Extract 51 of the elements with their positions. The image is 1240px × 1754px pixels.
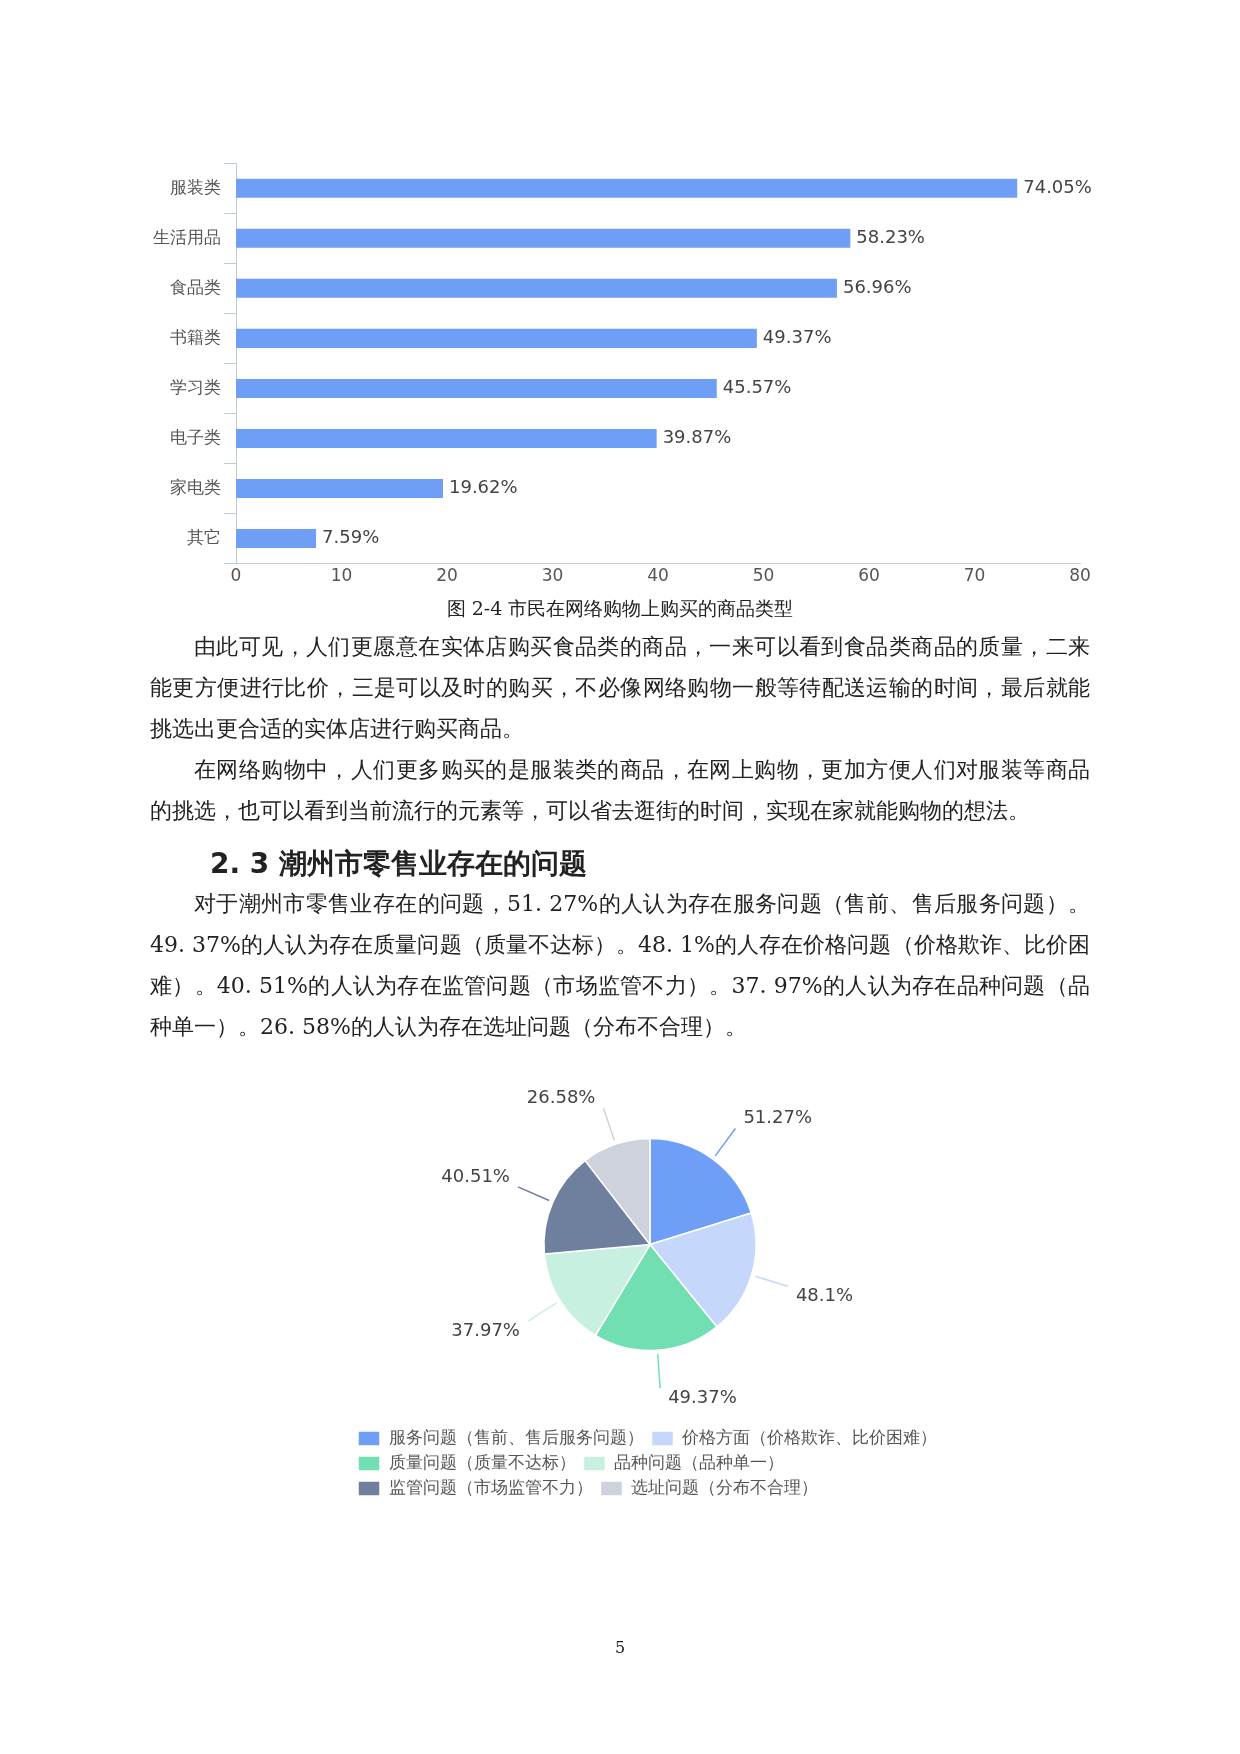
- x-tick-label: 50: [752, 565, 775, 586]
- bar: [236, 529, 317, 549]
- bar: [236, 178, 1018, 198]
- chart-title: 2. 3 潮州市零售业存在的问题: [210, 846, 589, 882]
- legend-label: 选址问题（分布不合理）: [631, 1476, 818, 1497]
- y-tick-label: 其它: [187, 527, 221, 547]
- data-label: 49.37%: [762, 326, 832, 348]
- data-label: 39.87%: [662, 426, 732, 448]
- y-tick-label: 学习类: [170, 376, 221, 397]
- data-label: 37.97%: [451, 1318, 520, 1340]
- data-label: 40.51%: [441, 1164, 510, 1186]
- legend-label: 质量问题（质量不达标）: [388, 1451, 576, 1472]
- y-tick-label: 服装类: [170, 176, 221, 197]
- x-tick-label: 20: [436, 565, 458, 586]
- text: 由此可见，人们更愿意在实体店购买食品类的商品，一来可以看到食品类商品的质量，二来能更方便进行比价，三是可以及时的购买，不必像网络购物一般等待配送运输的时间，最后就能挑选出更合适的实体店进行购买商品。: [150, 633, 1090, 743]
- legend-label: 品种问题（品种单一）: [614, 1451, 784, 1472]
- bar: [236, 428, 657, 448]
- text: 图 2-4 市民在网络购物上购买的商品类型: [445, 596, 795, 621]
- bar: [236, 378, 717, 398]
- x-tick-label: 60: [858, 565, 880, 586]
- data-label: 58.23%: [856, 225, 925, 247]
- data-label: 49.37%: [668, 1385, 737, 1407]
- data-label: 26.58%: [526, 1085, 596, 1107]
- text: 在网络购物中，人们更多购买的是服装类的商品，在网上购物，更加方便人们对服装等商品的挑选，也可以看到当前流行的元素等，可以省去逛街的时间，实现在家就能购物的想法。: [150, 756, 1090, 825]
- x-tick-label: 10: [330, 565, 353, 586]
- bar: [236, 328, 757, 348]
- data-label: 48.1%: [795, 1283, 854, 1305]
- x-tick-label: 80: [1069, 565, 1091, 586]
- y-tick-label: 家电类: [170, 476, 221, 497]
- data-label: 19.62%: [448, 476, 518, 498]
- bar: [236, 228, 851, 248]
- bar: [236, 278, 837, 298]
- legend-label: 监管问题（市场监管不力）: [388, 1476, 593, 1497]
- y-tick-label: 书籍类: [170, 326, 221, 347]
- x-tick-label: 40: [647, 565, 669, 586]
- data-label: 51.27%: [743, 1106, 813, 1128]
- x-tick-label: 30: [541, 565, 564, 586]
- bar: [236, 479, 443, 499]
- data-label: 45.57%: [722, 376, 792, 398]
- y-tick-label: 食品类: [170, 276, 221, 297]
- x-tick-label: 70: [963, 565, 986, 586]
- data-label: 56.96%: [842, 276, 912, 297]
- legend-label: 服务问题（售前、售后服务问题）: [388, 1426, 644, 1447]
- text: 5: [613, 1637, 627, 1659]
- x-tick-label: 0: [230, 565, 242, 586]
- data-label: 74.05%: [1023, 175, 1092, 197]
- y-tick-label: 电子类: [170, 426, 221, 447]
- data-label: 7.59%: [322, 526, 380, 548]
- y-tick-label: 生活用品: [153, 226, 221, 247]
- text: 对于潮州市零售业存在的问题，51. 27%的人认为存在服务问题（售前、售后服务问题）。49. 37%的人认为存在质量问题（质量不达标）。48. 1%的人存在价格问题（价格欺诈、比价困难）。40. 51%的人认为存在监管问题（市场监管不力）。37. 97%的人认为存在品种问题（品种单一）。26. 58%的人认为存在选址问题（分布不合理）。: [150, 890, 1090, 1041]
- legend-label: 价格方面（价格欺诈、比价困难）: [681, 1426, 937, 1447]
